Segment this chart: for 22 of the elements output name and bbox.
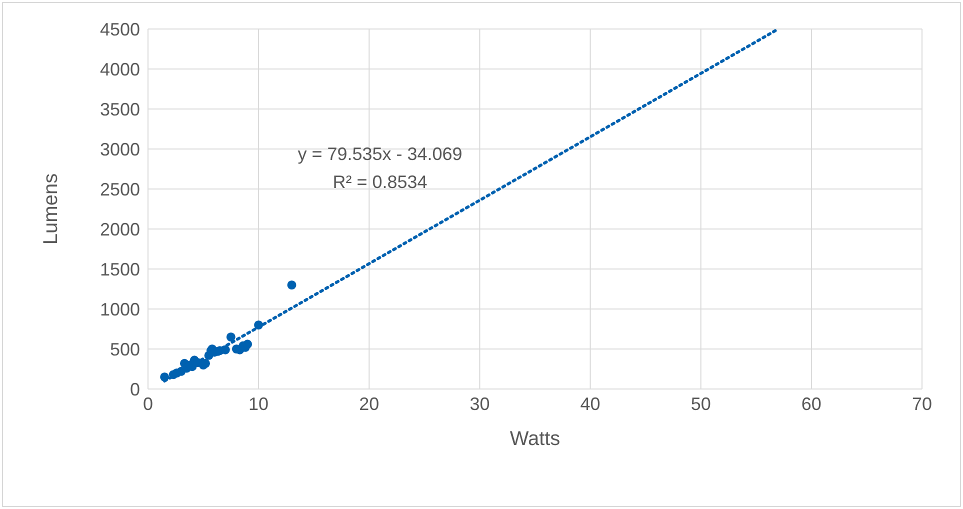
y-tick-label: 4500 [100,19,140,40]
y-tick-label: 1500 [100,259,140,280]
y-tick-label: 3000 [100,139,140,160]
x-tick-label: 40 [580,394,600,414]
y-axis-title: Lumens [40,173,62,245]
annotation: y = 79.535x - 34.069 [296,144,464,165]
x-tick-label: 0 [142,394,154,414]
y-tick-label: 3500 [100,99,140,120]
x-tick-label: 70 [912,394,932,414]
x-tick-label: 30 [470,394,490,414]
x-tick-label: 50 [690,394,711,414]
y-tick-label: 2500 [100,179,140,200]
x-tick-label: 20 [359,394,380,414]
x-axis-title: Watts [510,428,560,450]
x-tick-label: 60 [801,394,822,414]
y-tick-label: 4000 [100,59,140,80]
x-tick-label: 10 [248,394,269,414]
y-tick-label: 1000 [100,299,140,320]
y-tick-label: 0 [130,379,140,400]
y-tick-label: 500 [110,339,140,360]
annotation: R² = 0.8534 [332,172,428,193]
y-tick-label: 2000 [100,219,140,240]
